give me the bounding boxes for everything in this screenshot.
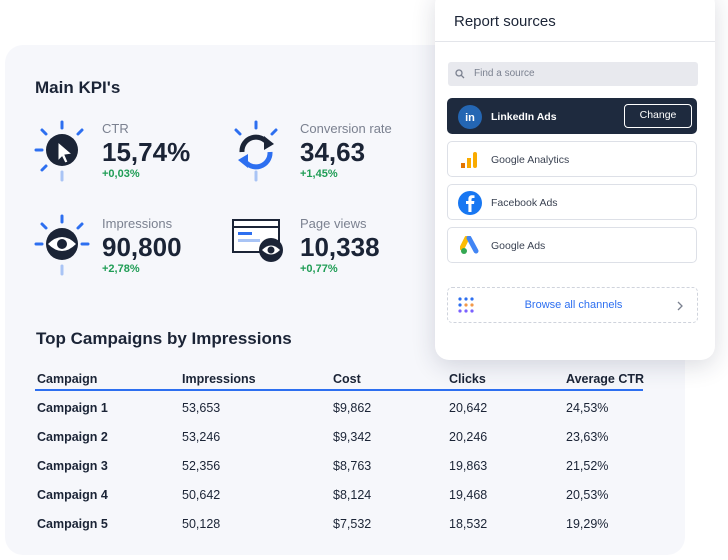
kpi-value: 10,338 — [300, 232, 380, 262]
table-cell: 19,468 — [449, 488, 488, 502]
table-cell: $7,532 — [333, 517, 372, 531]
kpi-change: +0,77% — [300, 263, 338, 275]
table-cell: 23,63% — [566, 430, 609, 444]
kpi-change: +1,45% — [300, 168, 338, 180]
kpi-label: Conversion rate — [300, 121, 392, 136]
campaign-name: Campaign 5 — [37, 517, 108, 531]
table-cell: 20,246 — [449, 430, 488, 444]
svg-text:in: in — [465, 112, 475, 124]
search-icon — [455, 69, 465, 79]
table-cell: 50,128 — [182, 517, 221, 531]
ctr-icon — [34, 120, 84, 182]
table-cell: 53,653 — [182, 401, 221, 415]
campaigns-title: Top Campaigns by Impressions — [36, 329, 292, 348]
source-name: LinkedIn Ads — [491, 111, 557, 123]
column-header: Clicks — [449, 372, 486, 386]
report-sources-panel — [435, 0, 715, 360]
table-cell: $8,124 — [333, 488, 372, 502]
column-header: Campaign — [37, 372, 98, 386]
kpi-change: +0,03% — [102, 168, 140, 180]
table-cell: 20,53% — [566, 488, 609, 502]
source-item[interactable]: Google Analytics — [447, 141, 697, 177]
campaign-name: Campaign 2 — [37, 430, 108, 444]
table-cell: 52,356 — [182, 459, 221, 473]
source-name: Facebook Ads — [491, 197, 558, 209]
chevron — [677, 301, 683, 311]
kpi-value: 90,800 — [102, 232, 182, 262]
source-name: Google Ads — [491, 240, 546, 252]
table-cell: $8,763 — [333, 459, 372, 473]
google-analytics-icon — [461, 152, 477, 168]
kpi-label: Impressions — [102, 216, 173, 231]
browse-channels[interactable]: Browse all channels — [447, 287, 698, 323]
table-cell: $9,862 — [333, 401, 372, 415]
campaign-name: Campaign 3 — [37, 459, 108, 473]
column-header: Impressions — [182, 372, 256, 386]
source-item[interactable]: Facebook Ads — [447, 184, 697, 220]
kpi-value: 34,63 — [300, 137, 366, 167]
table-cell: 18,532 — [449, 517, 488, 531]
search-box[interactable]: Find a source — [448, 62, 698, 86]
table-header-rule — [35, 389, 643, 391]
search-placeholder: Find a source — [474, 68, 535, 79]
page-views-icon — [232, 219, 283, 262]
panel-divider — [435, 41, 715, 42]
campaign-name: Campaign 4 — [37, 488, 108, 502]
table-cell: 50,642 — [182, 488, 221, 502]
impressions-icon — [34, 214, 90, 276]
change-button[interactable]: Change — [624, 104, 692, 128]
table-cell: 19,863 — [449, 459, 488, 473]
facebook-icon — [458, 191, 482, 215]
kpi-value: 15,74% — [102, 137, 191, 167]
source-item[interactable]: Google Ads — [447, 227, 697, 263]
kpi-title: Main KPI's — [35, 78, 121, 97]
browse-label: Browse all channels — [524, 299, 623, 311]
panel-title: Report sources — [454, 13, 556, 30]
table-cell: 21,52% — [566, 459, 609, 473]
table-cell: 20,642 — [449, 401, 488, 415]
campaign-name: Campaign 1 — [37, 401, 108, 415]
conversion-icon — [234, 120, 278, 182]
kpi-label: Page views — [300, 216, 367, 231]
table-cell: 53,246 — [182, 430, 221, 444]
google-ads-icon — [460, 236, 479, 254]
table-cell: $9,342 — [333, 430, 372, 444]
column-header: Average CTR — [566, 372, 645, 386]
kpi-label: CTR — [102, 121, 129, 136]
source-name: Google Analytics — [491, 154, 570, 166]
channels-icon — [458, 297, 474, 313]
table-cell: 24,53% — [566, 401, 609, 415]
table-cell: 19,29% — [566, 517, 609, 531]
linkedin-icon: in — [458, 105, 482, 129]
column-header: Cost — [333, 372, 361, 386]
kpi-change: +2,78% — [102, 263, 140, 275]
source-item-selected[interactable]: in LinkedIn Ads Change — [447, 98, 697, 134]
